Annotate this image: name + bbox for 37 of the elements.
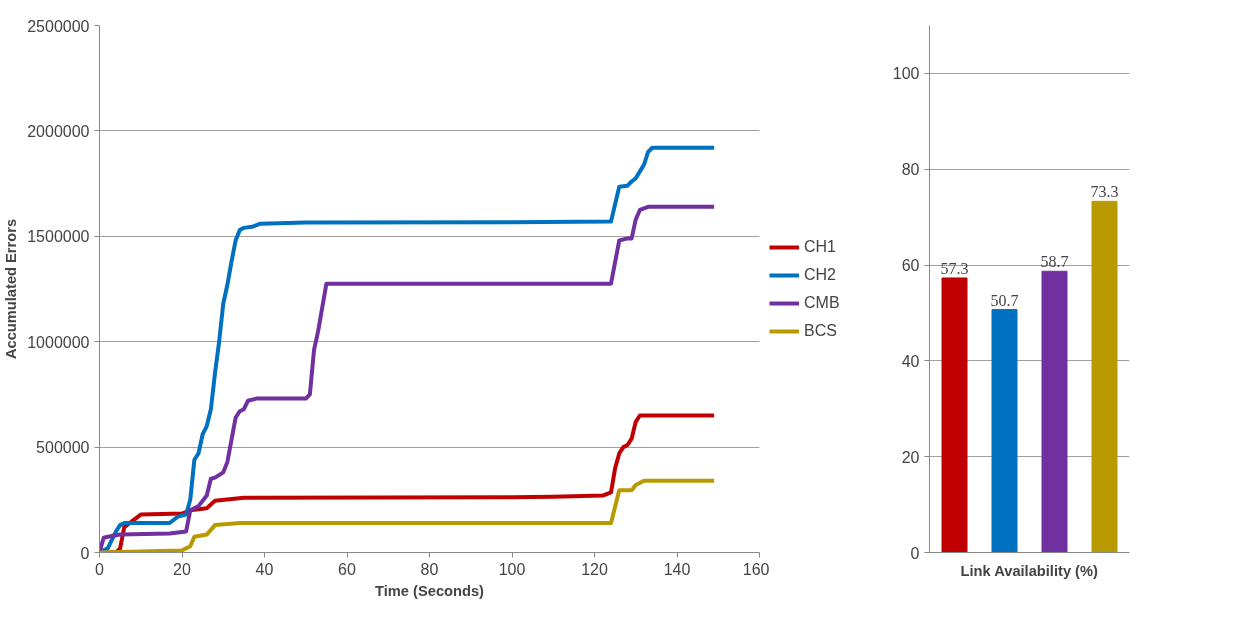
x-tick-label: 0 — [95, 560, 105, 578]
y-tick-label: 2000000 — [27, 122, 90, 140]
data-label: 58.7 — [1040, 253, 1069, 271]
data-label: 73.3 — [1090, 183, 1119, 201]
x-tick-label: 40 — [255, 560, 274, 578]
x-axis-title: Time (Seconds) — [375, 582, 485, 599]
x-tick-label: 140 — [663, 560, 691, 578]
legend-label: BCS — [804, 321, 837, 340]
bar — [1091, 200, 1118, 553]
data-label: 50.7 — [990, 291, 1019, 309]
x-tick-label: 80 — [420, 560, 439, 578]
y-tick-label: 1000000 — [27, 333, 90, 351]
y-tick-label: 80 — [901, 161, 920, 179]
y-tick-label: 60 — [901, 257, 920, 275]
legend-label: CH1 — [804, 237, 837, 256]
bar — [1041, 270, 1068, 553]
y-tick-label: 1500000 — [27, 228, 90, 246]
x-tick-label: 20 — [173, 560, 191, 578]
y-tick-label: 20 — [901, 448, 920, 466]
line-series — [99, 478, 717, 553]
y-tick-label: 40 — [901, 352, 920, 370]
bar — [941, 277, 968, 553]
y-tick-label: 0 — [80, 544, 90, 562]
bar — [991, 309, 1018, 553]
y-axis-title: Accumulated Errors — [3, 218, 20, 360]
x-tick-label: 60 — [338, 560, 356, 578]
legend-label: CH2 — [804, 265, 837, 284]
x-axis-title: Link Availability (%) — [960, 562, 1099, 579]
data-label: 57.3 — [940, 259, 969, 277]
x-tick-label: 160 — [742, 560, 770, 578]
y-tick-label: 500000 — [36, 439, 90, 457]
x-tick-label: 120 — [581, 560, 608, 578]
y-tick-label: 0 — [910, 544, 920, 562]
legend-label: CMB — [804, 293, 840, 312]
y-tick-label: 100 — [892, 65, 920, 83]
y-tick-label: 2500000 — [27, 17, 90, 35]
x-tick-label: 100 — [498, 560, 526, 578]
